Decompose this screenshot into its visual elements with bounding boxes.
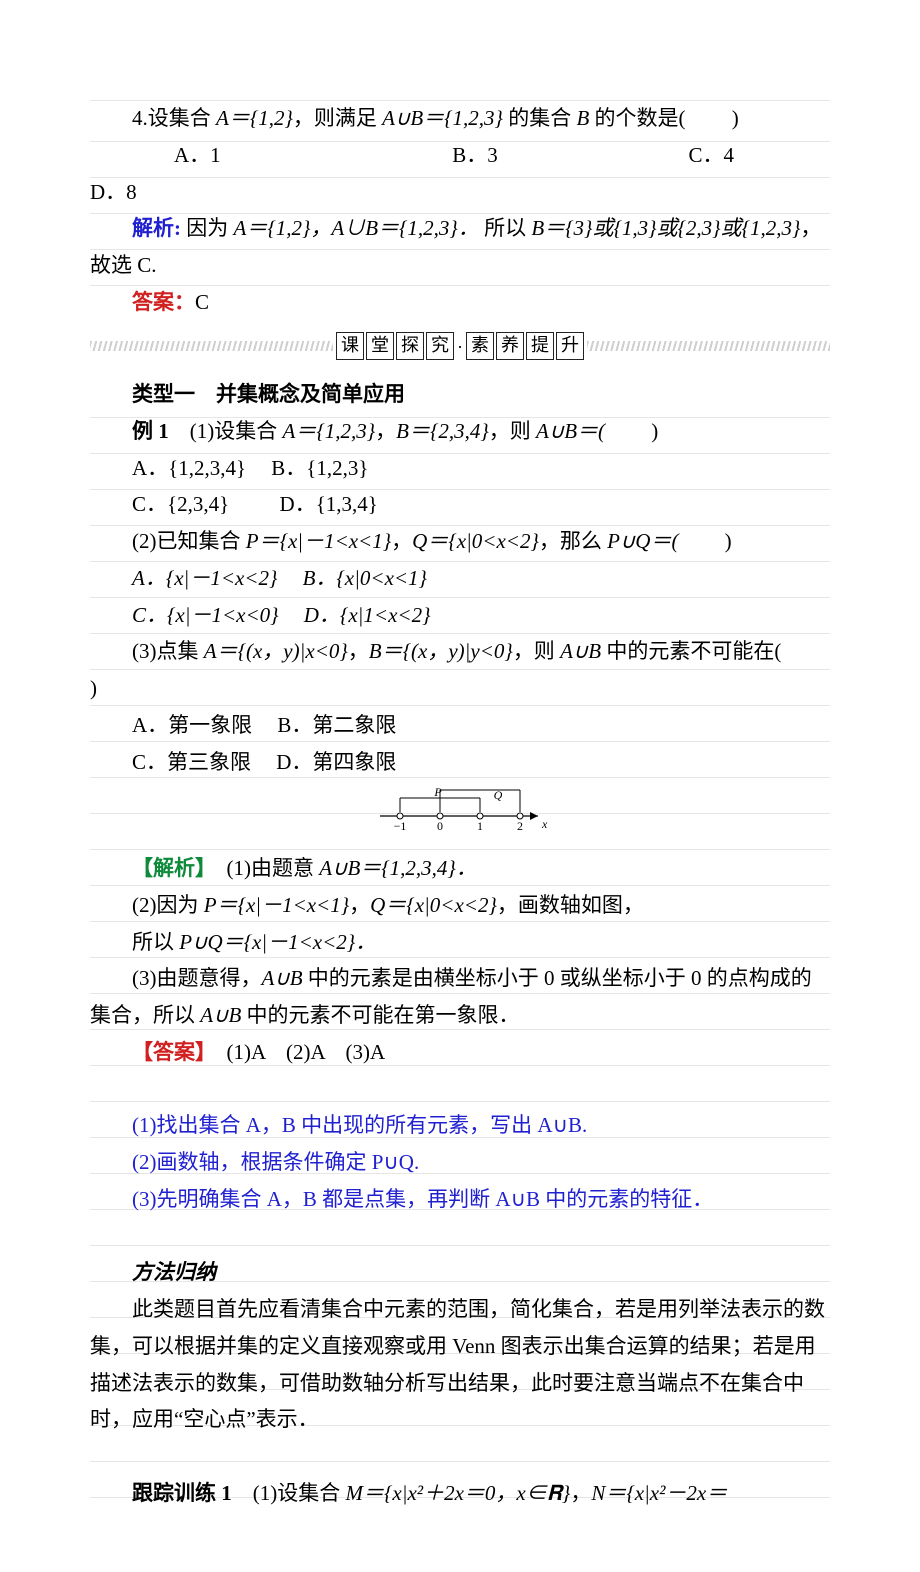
ex1-p2-opts1: A．{x|－1<x<2}B．{x|0<x<1} [90,560,830,597]
track-line: 跟踪训练 1 (1)设集合 M＝{x|x²＋2x＝0，x∈𝐑}，N＝{x|x²－… [90,1475,830,1512]
tick-1: 1 [477,819,483,833]
ex1-p3-opts2: C．第三象限D．第四象限 [90,744,830,781]
numline-Q: Q [494,788,503,802]
q4-jiexi: 解析: 因为 A＝{1,2}，A∪B＝{1,2,3}． 所以 B＝{3}或{1,… [90,210,830,284]
hint-1: (1)找出集合 A，B 中出现的所有元素，写出 A∪B. [90,1107,830,1144]
banner-hatch-right [587,341,830,351]
ex1-p3-opts1: A．第一象限B．第二象限 [90,707,830,744]
jiexi-line1: 【解析】 (1)由题意 A∪B＝{1,2,3,4}． [90,850,830,887]
banner-dot: · [455,331,465,363]
q4-stem: 4.设集合 A＝{1,2}，则满足 A∪B＝{1,2,3} 的集合 B 的个数是… [90,100,830,137]
track-label: 跟踪训练 1 [132,1481,232,1505]
q4-optD: D．8 [90,180,137,204]
ex1-p2-opts2: C．{x|－1<x<0}D．{x|1<x<2} [90,597,830,634]
ex1-p1-opts2: C．{2,3,4}D．{1,3,4} [90,486,830,523]
guina-body: 此类题目首先应看清集合中元素的范围，简化集合，若是用列举法表示的数集，可以根据并… [90,1291,830,1438]
q4-optB: B．3 [410,137,683,174]
jiexi-line2: (2)因为 P＝{x|－1<x<1}，Q＝{x|0<x<2}，画数轴如图， [90,887,830,924]
daan-line: 【答案】 (1)A (2)A (3)A [90,1034,830,1071]
q4-A: A＝{1,2} [216,106,293,130]
numline-P: P [433,785,442,799]
jiexi-label: 解析: [132,216,181,240]
jiexi-label: 【解析】 [132,856,206,880]
banner-box: 素 [466,332,494,360]
q4-pre: 4.设集合 [132,106,216,130]
ex1-p1-opts1: A．{1,2,3,4}B．{1,2,3} [90,450,830,487]
jiexi-line3: 所以 P∪Q＝{x|－1<x<2}． [90,924,830,961]
q4-answer: 答案：C [90,284,830,321]
tick-neg1: −1 [394,819,407,833]
daan-label: 【答案】 [132,1040,206,1064]
banner-box: 课 [336,332,364,360]
axis-x: x [541,817,548,831]
banner-box: 升 [556,332,584,360]
jiexi-line4: (3)由题意得，A∪B 中的元素是由横坐标小于 0 或纵坐标小于 0 的点构成的… [90,960,830,1034]
banner-box: 养 [496,332,524,360]
tick-2: 2 [517,819,523,833]
guina-heading: 方法归纳 [90,1254,830,1291]
q4-optC: C．4 [689,143,735,167]
ex1-p2: (2)已知集合 P＝{x|－1<x<1}，Q＝{x|0<x<2}，那么 P∪Q＝… [90,523,830,560]
tick-0: 0 [437,819,443,833]
ex1-label: 例 1 [132,419,169,443]
ex1-p3: (3)点集 A＝{(x，y)|x<0}，B＝{(x，y)|y<0}，则 A∪B … [90,633,830,707]
banner-box: 提 [526,332,554,360]
banner-box: 探 [396,332,424,360]
hint-3: (3)先明确集合 A，B 都是点集，再判断 A∪B 中的元素的特征． [90,1181,830,1218]
numberline-diagram: P Q −1 0 1 2 x [90,784,830,846]
banner-hatch-left [90,341,333,351]
section-banner: 课 堂 探 究 · 素 养 提 升 [90,331,830,363]
q4-optD-row: D．8 [90,174,830,211]
banner-box: 究 [426,332,454,360]
banner-box: 堂 [366,332,394,360]
answer-label: 答案： [132,290,195,314]
type1-heading: 类型一 并集概念及简单应用 [90,376,830,413]
q4-options: A．1 B．3 C．4 [90,137,830,174]
ex1-p1: 例 1 (1)设集合 A＝{1,2,3}，B＝{2,3,4}，则 A∪B＝() [90,413,830,450]
q4-optA: A．1 [132,137,405,174]
hint-2: (2)画数轴，根据条件确定 P∪Q. [90,1144,830,1181]
